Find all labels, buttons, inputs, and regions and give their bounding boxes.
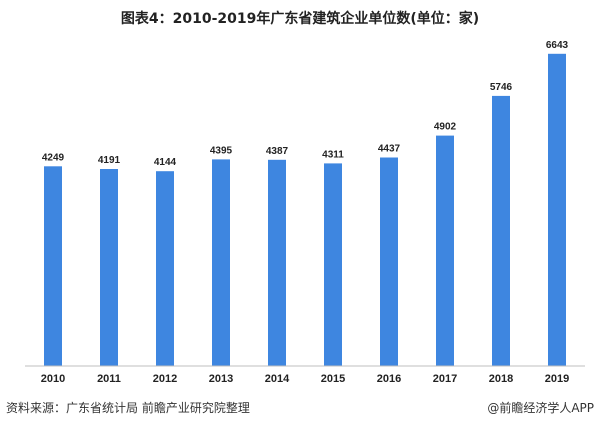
bar-2014 bbox=[268, 159, 286, 366]
x-tick-label-2016: 2016 bbox=[377, 373, 401, 385]
brand-credit: @前瞻经济学人APP bbox=[487, 401, 594, 415]
x-tick-label-2017: 2017 bbox=[433, 373, 457, 385]
data-label-2017: 4902 bbox=[434, 122, 457, 133]
data-label-2013: 4395 bbox=[210, 145, 233, 156]
data-labels-group: 4249 4191 4144 4395 4387 4311 4437 4902 5746 6643 bbox=[42, 40, 569, 168]
data-label-2015: 4311 bbox=[322, 149, 344, 160]
bars-group bbox=[44, 53, 566, 367]
data-label-2014: 4387 bbox=[266, 146, 289, 157]
data-label-2011: 4191 bbox=[98, 155, 121, 166]
data-label-2018: 5746 bbox=[490, 82, 513, 93]
data-label-2010: 4249 bbox=[42, 152, 65, 163]
x-tick-labels-group: 2010 2011 2012 2013 2014 2015 2016 2017 2018 2019 bbox=[41, 373, 569, 385]
data-label-2019: 6643 bbox=[546, 40, 569, 51]
data-label-2016: 4437 bbox=[378, 144, 401, 155]
x-tick-label-2018: 2018 bbox=[489, 373, 513, 385]
bar-2015 bbox=[324, 163, 342, 366]
bar-2013 bbox=[212, 159, 230, 366]
x-tick-label-2015: 2015 bbox=[321, 373, 345, 385]
bar-2010 bbox=[44, 166, 62, 366]
x-tick-label-2012: 2012 bbox=[153, 373, 177, 385]
bar-2018 bbox=[492, 95, 510, 367]
bar-2019 bbox=[548, 53, 566, 367]
x-tick-label-2010: 2010 bbox=[41, 373, 65, 385]
data-label-2012: 4144 bbox=[154, 157, 177, 168]
x-tick-label-2013: 2013 bbox=[209, 373, 233, 385]
bar-2011 bbox=[100, 169, 118, 366]
source-note: 资料来源：广东省统计局 前瞻产业研究院整理 bbox=[6, 401, 250, 415]
x-tick-label-2014: 2014 bbox=[265, 373, 290, 385]
x-tick-label-2019: 2019 bbox=[545, 373, 569, 385]
bar-2016 bbox=[380, 157, 398, 366]
bar-2012 bbox=[156, 171, 174, 366]
bar-2017 bbox=[436, 135, 454, 366]
x-tick-label-2011: 2011 bbox=[97, 373, 121, 385]
chart-title: 图表4：2010-2019年广东省建筑企业单位数(单位：家) bbox=[120, 11, 480, 27]
